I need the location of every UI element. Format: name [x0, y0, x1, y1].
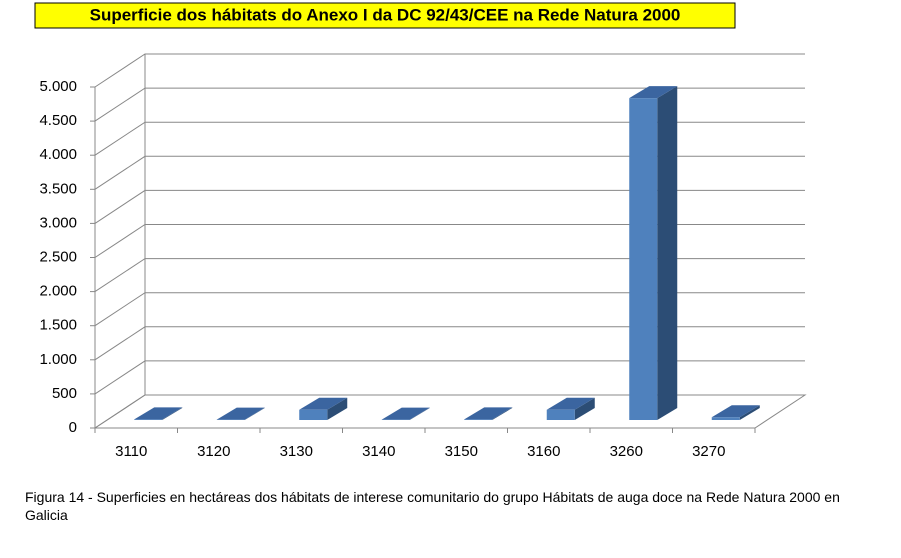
- y-tick-label: 5.000: [39, 78, 77, 95]
- bar: [711, 405, 760, 420]
- bar-side: [574, 397, 595, 420]
- bar-front: [299, 409, 328, 420]
- bar: [216, 407, 265, 420]
- bar-side: [657, 86, 678, 420]
- grid-line: [94, 87, 805, 122]
- bar-side: [739, 405, 760, 420]
- grid-line: [94, 326, 805, 361]
- grid-line: [94, 394, 805, 429]
- y-tick-label: 2.500: [39, 248, 77, 265]
- grid-line: [94, 224, 805, 258]
- grid-line: [94, 121, 805, 156]
- bar-side: [327, 397, 348, 420]
- grid-line: [94, 258, 805, 293]
- bar-top: [629, 86, 678, 99]
- title-box: [34, 2, 736, 29]
- y-tick-label: 3.500: [39, 180, 77, 197]
- x-tick-label: 3260: [610, 443, 643, 460]
- chart-title: Superficie dos hábitats do Anexo I da DC…: [90, 5, 681, 24]
- grid-line: [94, 189, 805, 224]
- bar-top: [134, 407, 183, 420]
- y-tick-label: 1.000: [39, 351, 77, 368]
- x-tick-label: 3140: [362, 443, 395, 460]
- bar-front: [134, 419, 163, 420]
- bar-front: [464, 419, 493, 420]
- bar-top: [464, 407, 513, 420]
- grid-line: [94, 292, 805, 327]
- bar-top: [711, 405, 760, 418]
- grid-line: [94, 360, 805, 395]
- floor: [93, 394, 807, 429]
- x-tick-label: 3150: [445, 443, 478, 460]
- x-tick-label: 3130: [280, 443, 313, 460]
- grid-line: [94, 155, 805, 190]
- bar-top: [299, 397, 348, 410]
- bar: [629, 86, 678, 420]
- bar-front: [546, 409, 575, 420]
- y-tick-label: 500: [52, 385, 77, 402]
- x-tick-label: 3120: [197, 443, 230, 460]
- y-tick-label: 4.500: [39, 112, 77, 129]
- bar-front: [711, 417, 740, 420]
- caption: Figura 14 - Superficies en hectáreas dos…: [25, 489, 840, 523]
- y-tick-label: 1.500: [39, 317, 77, 334]
- chart: Superficie dos hábitats do Anexo I da DC…: [34, 2, 807, 460]
- bar-front: [629, 98, 658, 420]
- bar-top: [381, 407, 430, 420]
- bar-top: [546, 397, 595, 410]
- bar: [464, 407, 513, 420]
- bar-side: [409, 407, 430, 420]
- y-tick-label: 4.000: [39, 146, 77, 163]
- bar-side: [244, 407, 265, 420]
- x-tick-label: 3110: [115, 443, 147, 460]
- bar: [134, 407, 183, 420]
- bar: [299, 397, 348, 420]
- x-tick-label: 3270: [692, 443, 725, 460]
- bar-side: [162, 407, 183, 420]
- y-tick-label: 0: [69, 419, 77, 436]
- bar: [546, 397, 595, 420]
- x-tick-label: 3160: [527, 443, 560, 460]
- grid-line: [94, 53, 805, 88]
- bar-side: [492, 407, 513, 420]
- bar-top: [216, 407, 265, 420]
- y-tick-label: 2.000: [39, 283, 77, 300]
- bar: [381, 407, 430, 420]
- y-tick-label: 3.000: [39, 214, 77, 231]
